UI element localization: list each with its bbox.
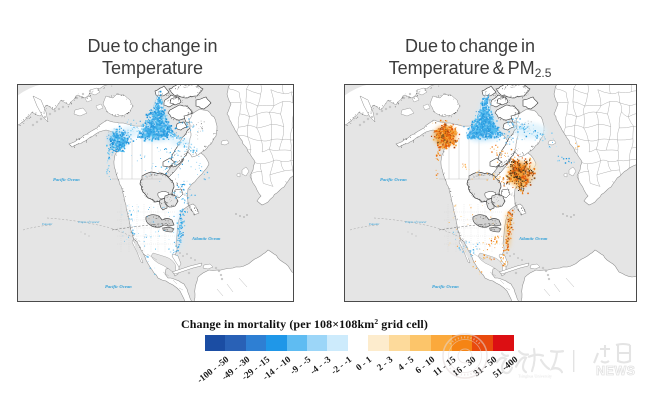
svg-text:Tsinghua University: Tsinghua University [518, 374, 553, 379]
svg-text:NEWS: NEWS [596, 364, 636, 378]
